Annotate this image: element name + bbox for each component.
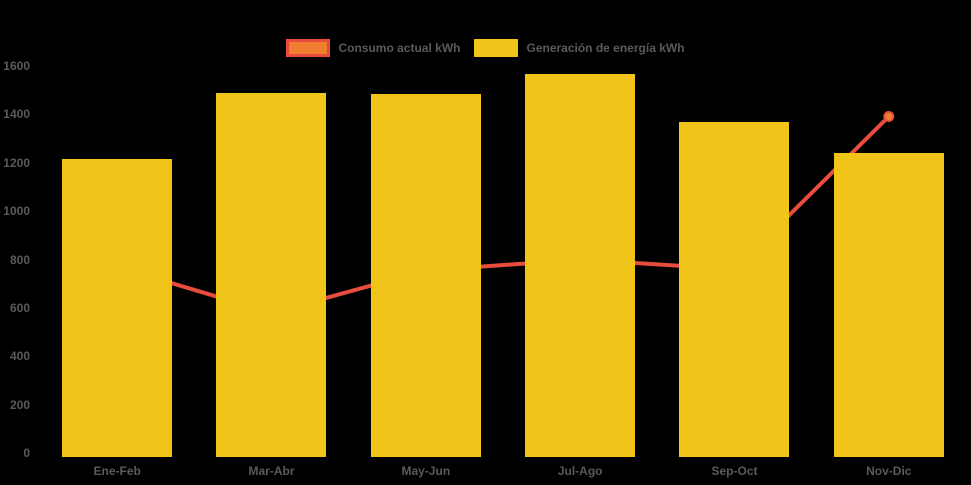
generacion-bar [833,152,944,457]
x-axis-label: Ene-Feb [93,464,141,478]
category-column: May-Jun [349,0,503,485]
x-axis-label: Jul-Ago [557,464,603,478]
legend-label-generacion: Generación de energía kWh [526,41,685,55]
generacion-bar [370,94,481,457]
x-axis-label: Sep-Oct [711,464,758,478]
category-column: Sep-Oct [657,0,811,485]
generacion-bar [216,93,327,457]
y-tick-label: 1000 [3,204,30,219]
category-column: Jul-Ago [503,0,657,485]
y-axis: 0 200 400 600 800 1000 1200 1400 1600 [0,0,30,485]
legend-item-consumo[interactable]: Consumo actual kWh [286,39,460,57]
x-axis-label: Nov-Dic [866,464,912,478]
x-axis-label: May-Jun [401,464,451,478]
y-tick-label: 1600 [3,59,30,73]
x-axis-label: Mar-Abr [248,464,295,478]
chart-legend: Consumo actual kWh Generación de energía … [0,39,971,57]
generacion-bar [62,158,173,457]
legend-swatch-consumo [286,39,331,57]
y-tick-label: 400 [9,349,30,364]
category-column: Nov-Dic [812,0,966,485]
legend-swatch-generacion [474,39,519,57]
legend-item-generacion[interactable]: Generación de energía kWh [474,39,685,57]
y-tick-label: 1400 [3,107,30,122]
y-tick-label: 1200 [3,155,30,170]
y-tick-label: 200 [9,397,30,412]
y-tick-label: 0 [23,446,30,460]
legend-label-consumo: Consumo actual kWh [338,41,461,55]
y-tick-label: 800 [9,252,30,267]
generacion-bar [525,73,636,457]
plot-area: Ene-Feb Mar-Abr May-Jun Jul-Ago Sep-Oct Nov-D… [40,0,966,485]
category-column: Mar-Abr [194,0,348,485]
category-column: Ene-Feb [40,0,194,485]
y-tick-label: 600 [9,300,30,315]
generacion-bar [679,122,790,457]
